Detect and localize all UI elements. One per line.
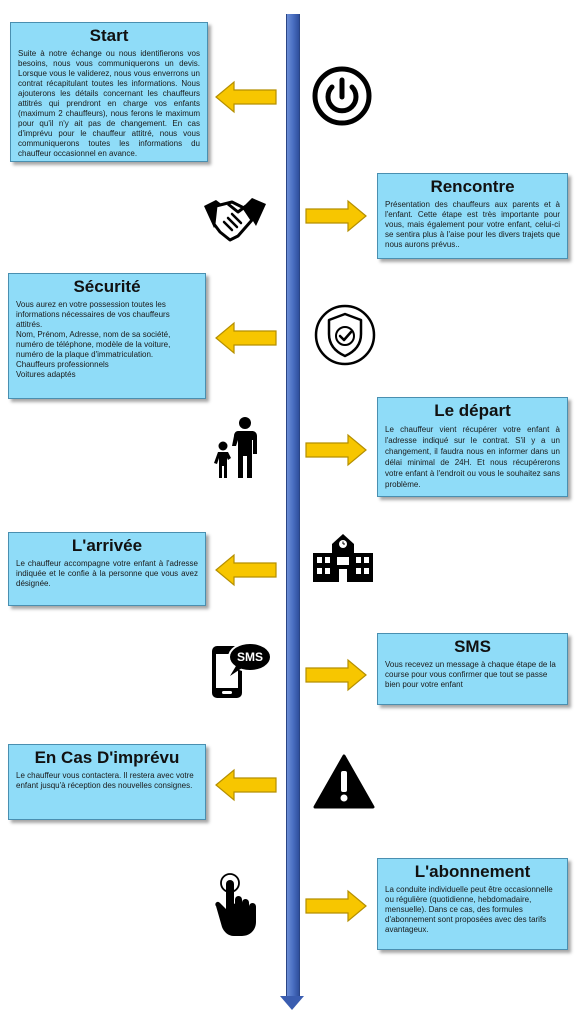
step-text-line: Chauffeurs professionnels — [16, 360, 109, 369]
pointer-hand-icon — [210, 872, 260, 938]
step-title: Rencontre — [430, 177, 515, 196]
arrow-right — [305, 889, 367, 923]
step-card-start: Start Suite à notre échange ou nous iden… — [10, 22, 208, 162]
arrow-right — [305, 433, 367, 467]
step-card-le-depart: Le départ Le chauffeur vient récupérer v… — [377, 397, 568, 497]
step-title: L'arrivée — [71, 536, 143, 555]
step-card-en-cas-d-imprevu: En Cas D'imprévu Le chauffeur vous conta… — [8, 744, 206, 820]
step-card-sms: SMS Vous recevez un message à chaque éta… — [377, 633, 568, 705]
step-card-l-abonnement: L'abonnement La conduite individuelle pe… — [377, 858, 568, 950]
step-title: Sécurité — [73, 277, 141, 296]
step-title: Le départ — [434, 401, 511, 420]
timeline-bar — [286, 14, 300, 1000]
step-text: Le chauffeur vous contactera. Il restera… — [16, 771, 194, 790]
arrow-left — [215, 80, 277, 114]
warning-icon — [313, 754, 375, 810]
parent-child-icon — [212, 416, 262, 480]
school-building-icon — [312, 533, 374, 583]
step-text: Le chauffeur accompagne votre enfant à l… — [16, 559, 198, 588]
step-text: Vous recevez un message à chaque étape d… — [385, 660, 556, 689]
step-text: Le chauffeur vient récupérer votre enfan… — [385, 425, 560, 489]
sms-phone-icon: SMS — [210, 640, 274, 700]
step-text: Présentation des chauffeurs aux parents … — [385, 200, 560, 249]
step-title: L'abonnement — [414, 862, 531, 881]
sms-icon-label: SMS — [237, 650, 263, 664]
step-title: En Cas D'imprévu — [34, 748, 180, 767]
power-icon — [312, 66, 372, 126]
step-card-l-arrivee: L'arrivée Le chauffeur accompagne votre … — [8, 532, 206, 606]
arrow-left — [215, 553, 277, 587]
shield-check-icon — [314, 304, 376, 366]
arrow-left — [215, 768, 277, 802]
step-title: Start — [89, 26, 129, 45]
step-text-line: Nom, Prénom, Adresse, nom de sa société,… — [16, 330, 171, 359]
arrow-left — [215, 321, 277, 355]
timeline-arrowhead — [280, 996, 304, 1010]
arrow-right — [305, 658, 367, 692]
handshake-icon — [202, 192, 268, 248]
step-text: Suite à notre échange ou nous identifier… — [18, 49, 200, 158]
step-text: La conduite individuelle peut être occas… — [385, 885, 553, 934]
step-card-securite: Sécurité Vous aurez en votre possession … — [8, 273, 206, 399]
arrow-right — [305, 199, 367, 233]
step-card-rencontre: Rencontre Présentation des chauffeurs au… — [377, 173, 568, 259]
step-text-line: Vous aurez en votre possession toutes le… — [16, 300, 170, 329]
step-title: SMS — [454, 637, 491, 656]
step-text-line: Voitures adaptés — [16, 370, 76, 379]
